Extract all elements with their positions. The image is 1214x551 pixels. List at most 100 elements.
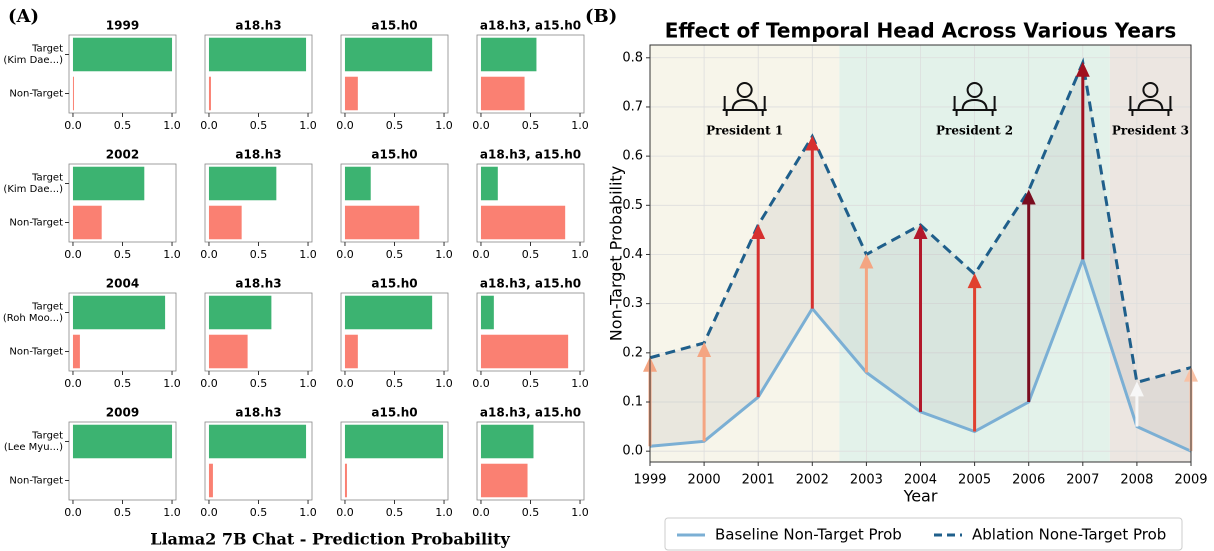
arrow: [1075, 61, 1090, 260]
bar: [344, 166, 371, 201]
x-tick-label: 2007: [1066, 473, 1099, 488]
x-tick-label: 0.5: [114, 248, 132, 261]
y-tick-label: 0.6: [622, 149, 643, 164]
arrow-head: [1129, 381, 1144, 397]
president-icon: [1128, 82, 1173, 116]
bar: [208, 463, 213, 498]
bar: [344, 295, 433, 330]
icon-body: [961, 98, 988, 111]
subplot-title: a18.h3, a15.h0: [480, 406, 581, 420]
x-tick-label: 1.0: [299, 506, 317, 519]
arrow-head: [1021, 189, 1036, 205]
x-tick-label: 1.0: [571, 248, 589, 261]
x-tick-label: 0.5: [386, 119, 404, 132]
region-label: President 3: [1112, 124, 1189, 138]
x-tick-label: 2003: [850, 473, 883, 488]
x-tick-label: 0.0: [200, 248, 218, 261]
x-tick-label: 1.0: [163, 119, 181, 132]
y-tick-label: 0.1: [622, 395, 643, 410]
x-tick-label: 1999: [633, 473, 666, 488]
subplot-title: a18.h3: [235, 19, 281, 33]
bar: [480, 463, 528, 498]
arrow: [697, 341, 712, 442]
x-tick-label: 0.5: [250, 248, 268, 261]
x-tick-label: 0.5: [386, 248, 404, 261]
x-tick-label: 2002: [796, 473, 829, 488]
x-tick-label: 0.0: [336, 377, 354, 390]
bar: [72, 37, 173, 72]
subplot-title: a15.h0: [371, 277, 417, 291]
x-tick-label: 1.0: [571, 377, 589, 390]
icon-body: [1137, 98, 1164, 111]
region: [1109, 45, 1191, 462]
president-icon: [722, 82, 767, 116]
x-tick-label: 1.0: [299, 377, 317, 390]
x-tick-label: 0.0: [64, 248, 82, 261]
region-label: President 1: [706, 124, 783, 138]
x-tick-label: 1.0: [435, 377, 453, 390]
x-tick-label: 0.0: [200, 119, 218, 132]
y-tick-label: Non-Target: [9, 218, 63, 229]
subplot-title: a18.h3, a15.h0: [480, 148, 581, 162]
arrow: [859, 253, 874, 373]
arrow: [805, 135, 820, 309]
subplot-title: a18.h3, a15.h0: [480, 19, 581, 33]
y-tick-label: Non-Target: [9, 476, 63, 487]
bar: [344, 205, 420, 240]
bar: [208, 76, 211, 111]
bar: [344, 37, 433, 72]
icon-head: [736, 82, 753, 98]
x-tick-label: 0.5: [386, 506, 404, 519]
arrow: [1021, 189, 1036, 403]
subplot-title: 2004: [106, 277, 139, 291]
region: [650, 45, 840, 462]
y-tick-label: 0.5: [622, 198, 643, 213]
panel-caption: Llama2 7B Chat - Prediction Probability: [150, 530, 510, 549]
president-icon: [952, 82, 997, 116]
arrow: [913, 223, 928, 412]
x-tick-label: 0.5: [522, 506, 540, 519]
arrow-head: [1075, 61, 1090, 77]
x-tick-label: 0.5: [386, 377, 404, 390]
bar: [344, 463, 347, 498]
y-tick-label: 0.3: [622, 296, 643, 311]
arrow-head: [751, 223, 766, 239]
y-tick-label: Target (Lee Myu...): [1, 431, 63, 454]
x-tick-label: 0.0: [336, 506, 354, 519]
bar: [480, 166, 498, 201]
subplot-title: a15.h0: [371, 19, 417, 33]
region-label: President 2: [936, 124, 1013, 138]
x-tick-label: 1.0: [571, 119, 589, 132]
x-tick-label: 0.5: [250, 377, 268, 390]
y-tick-label: 0.2: [622, 345, 643, 360]
icon-desk: [1128, 96, 1173, 116]
bar: [480, 295, 494, 330]
bar: [480, 334, 569, 369]
x-tick-label: 0.0: [64, 506, 82, 519]
arrow-head: [697, 341, 712, 357]
bar: [480, 37, 537, 72]
x-tick-label: 0.0: [472, 119, 490, 132]
arrow-head: [805, 135, 820, 151]
legend-label: Ablation None-Target Prob: [972, 526, 1166, 544]
x-tick-label: 1.0: [435, 506, 453, 519]
x-tick-label: 0.5: [250, 119, 268, 132]
x-tick-label: 0.0: [336, 248, 354, 261]
icon-desk: [722, 96, 767, 116]
x-tick-label: 0.5: [114, 377, 132, 390]
x-tick-label: 2000: [688, 473, 721, 488]
y-tick-label: Non-Target: [9, 347, 63, 358]
bar: [208, 37, 307, 72]
x-tick-label: 0.0: [472, 248, 490, 261]
y-tick-label: 0.7: [622, 99, 643, 114]
x-tick-label: 1.0: [299, 119, 317, 132]
bar: [208, 424, 307, 459]
panel-label: (B): [585, 6, 617, 27]
x-tick-label: 0.5: [522, 377, 540, 390]
x-tick-label: 2006: [1012, 473, 1045, 488]
icon-body: [731, 98, 758, 111]
subplot-title: a15.h0: [371, 406, 417, 420]
x-tick-label: 1.0: [571, 506, 589, 519]
bar: [344, 424, 444, 459]
